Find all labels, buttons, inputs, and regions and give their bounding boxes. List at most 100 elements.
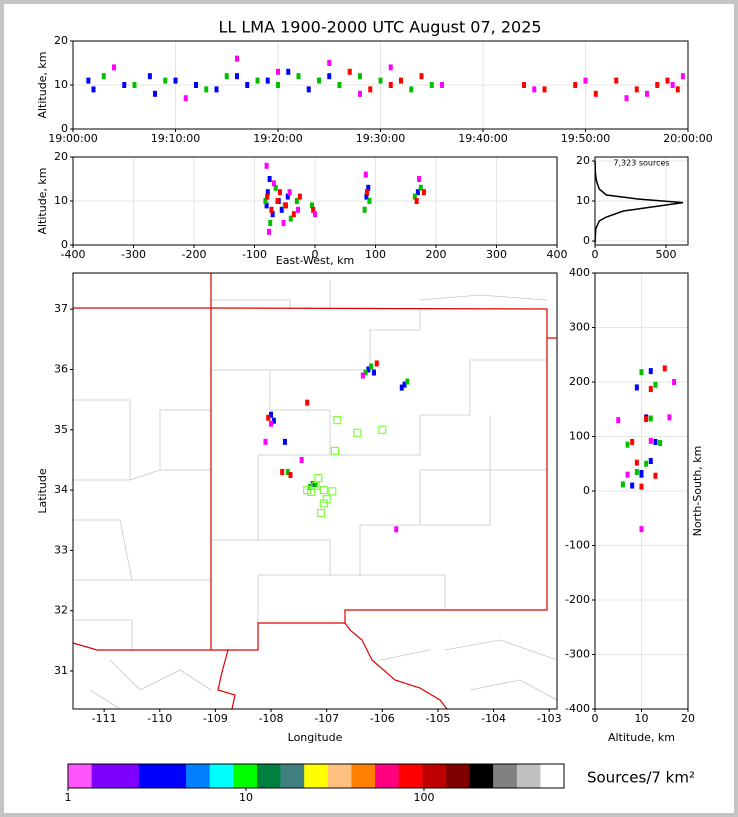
x-tick-label: -105 xyxy=(425,712,450,725)
source-point xyxy=(204,86,209,93)
source-point xyxy=(368,86,373,93)
source-point xyxy=(283,202,288,209)
source-point xyxy=(245,82,250,88)
source-point xyxy=(265,193,270,200)
source-point xyxy=(369,363,374,370)
source-point xyxy=(412,193,417,200)
source-point xyxy=(263,198,268,204)
source-point xyxy=(285,469,290,476)
source-point xyxy=(280,469,285,476)
source-point xyxy=(634,459,639,466)
source-point xyxy=(593,90,598,97)
source-point xyxy=(313,481,318,488)
x-tick-label: -110 xyxy=(147,712,172,725)
y-tick-label: 34 xyxy=(54,483,68,496)
source-point xyxy=(269,206,274,213)
source-point xyxy=(286,68,291,75)
x-tick-label: 19:40:00 xyxy=(458,132,507,145)
source-point xyxy=(402,381,407,388)
source-point xyxy=(367,198,372,204)
source-point xyxy=(268,220,273,226)
y-axis-label: North-South, km xyxy=(691,446,704,537)
y-tick-label: 20 xyxy=(54,34,68,47)
source-point xyxy=(291,211,296,218)
colorbar-swatch xyxy=(209,764,234,788)
source-point xyxy=(658,440,663,447)
colorbar-swatch xyxy=(162,764,187,788)
source-point xyxy=(363,369,368,376)
y-axis-label: Altitude, km xyxy=(36,51,49,118)
colorbar-swatch xyxy=(138,764,163,788)
source-point xyxy=(670,82,675,88)
colorbar-swatch xyxy=(445,764,470,788)
source-point xyxy=(616,417,621,424)
source-point xyxy=(255,77,260,84)
source-point xyxy=(644,460,649,467)
plot-frame xyxy=(72,40,689,130)
x-tick-label: 19:10:00 xyxy=(151,132,200,145)
plot-frame xyxy=(594,272,689,710)
source-point xyxy=(625,441,630,448)
source-point xyxy=(313,211,317,218)
source-point xyxy=(173,77,178,84)
source-point xyxy=(360,372,365,379)
source-point xyxy=(614,77,619,84)
source-point xyxy=(639,369,644,376)
y-tick-label: 100 xyxy=(569,430,590,443)
colorbar-tick-label: 1 xyxy=(65,791,72,804)
x-axis-label: Longitude xyxy=(288,731,343,744)
x-tick-label: 500 xyxy=(655,248,676,261)
x-tick-label: 20:00:00 xyxy=(663,132,712,145)
station xyxy=(311,481,320,490)
source-point xyxy=(194,82,198,88)
source-point xyxy=(625,471,630,478)
source-point xyxy=(429,82,434,88)
source-point xyxy=(153,90,157,97)
source-point xyxy=(672,379,677,385)
y-tick-label: 300 xyxy=(569,321,590,334)
source-point xyxy=(648,386,653,393)
source-point xyxy=(297,193,302,200)
source-point xyxy=(532,86,537,93)
source-point xyxy=(267,228,272,235)
y-tick-label: 400 xyxy=(569,266,590,279)
source-point xyxy=(573,82,578,88)
colorbar-frame xyxy=(67,763,565,789)
source-point xyxy=(276,82,280,88)
x-axis-label: East-West, km xyxy=(276,254,354,267)
source-point xyxy=(662,365,667,372)
source-point xyxy=(667,414,672,421)
source-point xyxy=(522,82,526,88)
source-point xyxy=(364,193,369,200)
source-point xyxy=(653,438,658,445)
y-tick-label: 10 xyxy=(54,194,68,207)
source-point xyxy=(645,90,649,97)
colorbar-swatch xyxy=(304,764,329,788)
source-point xyxy=(399,384,404,391)
source-point xyxy=(235,55,239,62)
source-point xyxy=(269,420,274,427)
colorbar-swatch xyxy=(68,764,92,788)
y-tick-label: 32 xyxy=(54,604,68,617)
source-point xyxy=(271,180,276,187)
station xyxy=(330,446,340,455)
source-point xyxy=(91,86,96,93)
y-tick-label: 31 xyxy=(54,664,68,677)
x-tick-label: 0 xyxy=(592,248,599,261)
x-tick-label: -104 xyxy=(481,712,506,725)
source-point xyxy=(112,64,116,71)
source-point xyxy=(630,482,635,489)
x-tick-label: 400 xyxy=(547,248,568,261)
source-point xyxy=(288,215,293,222)
source-point xyxy=(183,95,188,102)
x-tick-label: 10 xyxy=(635,712,649,725)
plot-frame xyxy=(594,156,689,246)
source-point xyxy=(288,472,293,479)
source-point xyxy=(306,86,311,93)
source-point xyxy=(665,77,670,84)
source-point xyxy=(311,206,316,213)
colorbar-tick-label: 10 xyxy=(239,791,253,804)
source-point xyxy=(653,381,658,388)
source-point xyxy=(366,184,371,191)
state-borders xyxy=(73,273,557,709)
